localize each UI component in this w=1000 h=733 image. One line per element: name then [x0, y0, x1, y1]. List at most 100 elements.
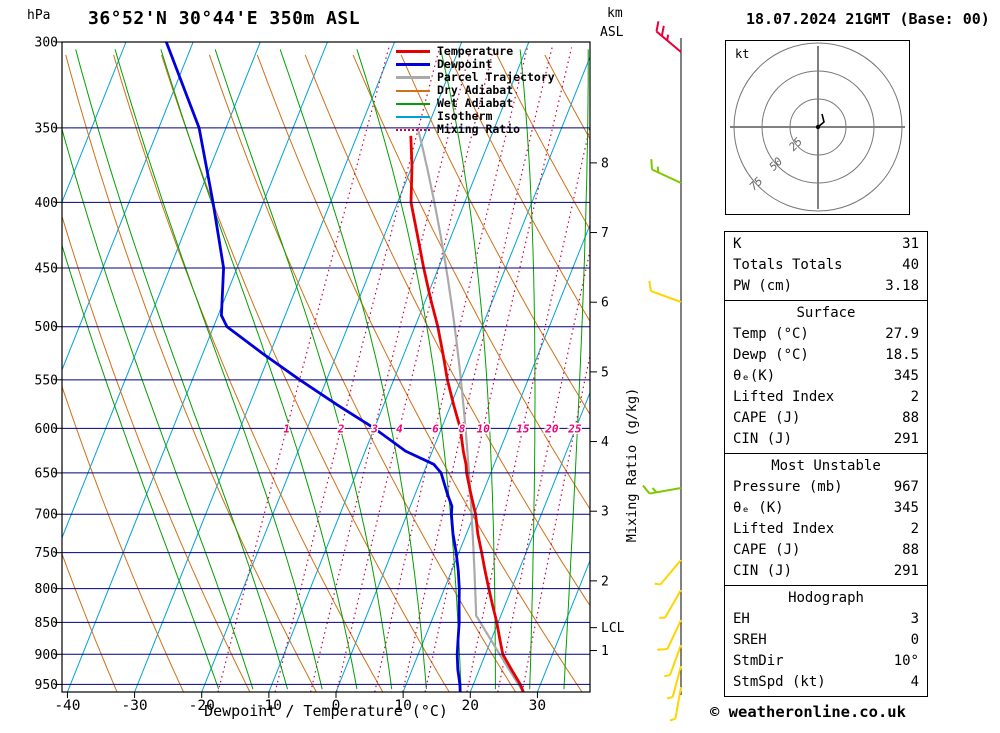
table-row: θₑ(K) 345 [733, 366, 919, 387]
pressure-axis-unit: hPa [27, 8, 51, 23]
isotherm-lines [62, 42, 590, 692]
barb-tick [651, 487, 658, 493]
table-section: Surface Temp (°C) 27.9 Dewp (°C) 18.5 θₑ(K) 34… [724, 300, 928, 454]
wet-adiabat-line [114, 49, 323, 690]
dewpoint-curve [164, 42, 462, 692]
hodograph-ring [733, 42, 903, 212]
datetime-title: 18.07.2024 21GMT (Base: 00) [746, 10, 990, 28]
indices-table: K 31 Totals Totals 40 PW (cm) 3.18 Surface Temp… [724, 231, 928, 697]
table-row-label: Totals Totals [733, 257, 843, 273]
table-row: Temp (°C) 27.9 [733, 324, 919, 345]
table-section-header: Hodograph [788, 590, 864, 606]
table-row-value: 2 [910, 521, 919, 537]
mixing-ratio-lines [217, 47, 590, 692]
table-row-value: 291 [893, 563, 919, 579]
temp-axis-labels: -40 -30 -20 -10 0 10 20 30 [54, 692, 546, 714]
km-tick-label: 1 [601, 644, 609, 659]
mixing-ratio-label: 6 [432, 422, 439, 435]
table-row-label: Dewp (°C) [733, 347, 809, 363]
isotherm-line [62, 42, 261, 540]
pressure-tick-label: 800 [35, 582, 58, 597]
wind-barb [648, 280, 682, 303]
dry-adiabat-line [62, 214, 251, 692]
legend-item-label: Temperature [437, 44, 514, 58]
table-row-label: PW (cm) [733, 278, 793, 294]
legend-line-sample [396, 115, 430, 118]
temp-tick-label: -30 [121, 698, 147, 714]
table-row: CIN (J) 291 [733, 561, 919, 582]
pressure-gridlines [62, 41, 590, 685]
table-section: Most Unstable Pressure (mb) 967 θₑ (K) 345 Li… [724, 453, 928, 586]
altitude-axis-unit-km: km [607, 6, 623, 21]
table-row-label: CIN (J) [733, 563, 793, 579]
legend-item: Mixing Ratio [396, 122, 555, 136]
lcl-label: LCL [601, 621, 625, 636]
dry-adiabat-line [113, 54, 384, 692]
legend-item-label: Dewpoint [437, 57, 493, 71]
table-row-label: θₑ (K) [733, 500, 784, 516]
table-row-value: 10° [893, 653, 919, 669]
mixing-ratio-line [402, 47, 553, 692]
wind-barb [659, 589, 682, 619]
wet-adiabat-line [160, 49, 358, 690]
dry-adiabat-line [62, 385, 184, 692]
mixing-ratio-label: 2 [337, 422, 345, 435]
mixing-ratio-line [497, 247, 590, 692]
table-row-value: 2 [910, 389, 919, 405]
dry-adiabat-line [448, 54, 590, 323]
legend-line-sample [396, 63, 430, 66]
table-row-label: SREH [733, 632, 767, 648]
table-section: K 31 Totals Totals 40 PW (cm) 3.18 [724, 231, 928, 301]
mixing-ratio-label: 20 [544, 422, 559, 435]
temp-tick-label: 0 [332, 698, 341, 714]
table-row: K 31 [733, 234, 919, 255]
altitude-axis-unit-asl: ASL [600, 25, 624, 40]
isotherm-line [66, 42, 328, 692]
km-tick-label: 4 [601, 435, 609, 450]
mixing-ratio-label: 10 [477, 422, 491, 435]
mixing-ratio-label: 3 [370, 422, 378, 435]
km-tick-label: 6 [601, 296, 609, 311]
table-row-value: 31 [902, 236, 919, 252]
table-row-value: 967 [893, 479, 919, 495]
mixing-ratio-line [336, 47, 495, 692]
wind-barb-column [642, 21, 682, 722]
table-row: CIN (J) 291 [733, 429, 919, 450]
legend-item-label: Dry Adiabat [437, 83, 514, 97]
temp-tick-label: 10 [394, 698, 411, 714]
legend-item: Wet Adiabat [396, 96, 555, 110]
wind-barb [642, 484, 682, 495]
wind-trace [817, 113, 825, 128]
x-axis-label: Dewpoint / Temperature (°C) [204, 702, 448, 720]
km-tick-label: 5 [601, 365, 609, 380]
table-row: PW (cm) 3.18 [733, 276, 919, 297]
table-row-label: CAPE (J) [733, 410, 801, 426]
wind-barb [650, 159, 682, 184]
isotherm-line [268, 42, 530, 692]
temp-tick-label: -40 [54, 698, 80, 714]
pressure-tick-label: 700 [35, 508, 58, 523]
pressure-tick-label: 950 [35, 678, 58, 693]
table-row-value: 345 [893, 368, 919, 384]
table-row-label: Temp (°C) [733, 326, 809, 342]
dry-adiabat-line [400, 54, 590, 416]
hodograph-unit-label: kt [735, 47, 749, 61]
wet-adiabat-line [62, 127, 254, 690]
station-title: 36°52'N 30°44'E 350m ASL [88, 8, 361, 29]
dry-adiabat-line [62, 552, 118, 692]
barb-tick [650, 159, 653, 170]
pressure-tick-label: 600 [35, 422, 58, 437]
table-row-label: θₑ(K) [733, 368, 776, 384]
legend-item: Dry Adiabat [396, 83, 555, 97]
hodograph: 25 50 75 kt [725, 40, 910, 215]
dry-adiabat-line [256, 54, 583, 692]
pressure-tick-label: 450 [35, 261, 58, 276]
table-row-value: 291 [893, 431, 919, 447]
mixing-ratio-line [310, 47, 472, 692]
table-section-header: Surface [796, 305, 856, 321]
table-row-value: 3.18 [885, 278, 919, 294]
table-row-label: CAPE (J) [733, 542, 801, 558]
table-section-header: Most Unstable [771, 458, 881, 474]
dry-adiabat-line [496, 54, 590, 231]
isotherm-line [536, 559, 590, 692]
